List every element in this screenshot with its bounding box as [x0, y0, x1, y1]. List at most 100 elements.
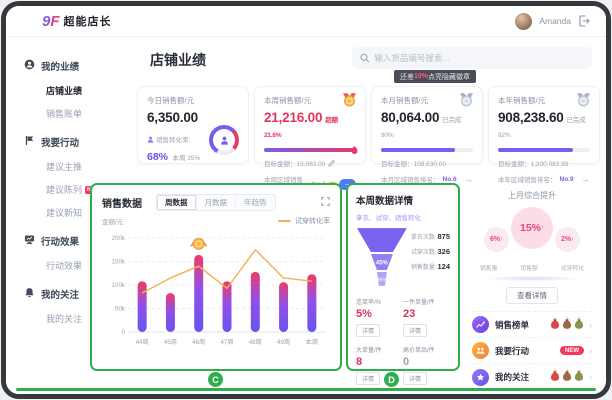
annotation-marker-d: D: [384, 372, 399, 387]
kpi-row: 今日销售额/元 6,350.00 销售转化率: 68% 本周 35% 本周销售额…: [137, 86, 600, 194]
money-bag-icon: [563, 316, 571, 329]
up-arrow-icon: ↑: [541, 225, 544, 231]
detail-button[interactable]: 详情: [356, 324, 381, 337]
rank-row: 本年区域销售排名： No.9 →: [498, 174, 590, 184]
chart-tab[interactable]: 年趋势: [236, 194, 275, 210]
kpi-value: 80,064.00 已完成 80%: [381, 110, 462, 139]
legend-line-swatch: [278, 220, 291, 222]
sidebar-item[interactable]: 建议新知: [46, 208, 83, 218]
person-icon: [147, 136, 154, 143]
improvement-title: 上月综合提升: [508, 191, 556, 200]
svg-text:49周: 49周: [277, 339, 290, 346]
expand-icon[interactable]: [321, 193, 330, 211]
nav-row-label: 我的关注: [495, 372, 530, 382]
bell-icon: [24, 287, 35, 301]
silver-medal-icon: [576, 92, 591, 113]
monitor-icon: [24, 234, 35, 248]
left-stat-bubble: 6% ↑: [484, 227, 509, 252]
kpi-card-year-sales: 本年销售额/元 908,238.60 已完成 82% 目标金额：1,200,083…: [488, 86, 600, 184]
funnel-stage: 拿衣次数:875: [410, 232, 450, 241]
svg-text:150k: 150k: [112, 259, 126, 266]
nav-row-sales-ranking[interactable]: 销售榜单 ›: [472, 312, 592, 338]
detail-button[interactable]: 详情: [356, 372, 381, 385]
svg-text:100k: 100k: [112, 282, 126, 289]
svg-text:48周: 48周: [249, 339, 262, 346]
tooltip-text: 点亮隐藏徽章: [428, 73, 471, 81]
stat-labels: 销售量 销售额 试穿转化: [480, 266, 584, 272]
svg-text:200k: 200k: [112, 235, 126, 242]
nav-row-label: 我要行动: [495, 345, 530, 356]
nav-row-label: 销售榜单: [495, 319, 530, 330]
flame-icon: [351, 141, 358, 159]
kpi-tag: 已完成 80%: [381, 117, 462, 139]
kpi-card-today-sales: 今日销售额/元 6,350.00 销售转化率: 68% 本周 35%: [137, 86, 249, 164]
funnel-stat-cell: 高价单品/件 0 详情: [403, 348, 435, 385]
funnel-subtitle: 拿衣、试穿、销售转化: [356, 215, 421, 222]
user-icon: [24, 59, 35, 73]
view-details-button[interactable]: 查看详情: [506, 287, 558, 304]
funnel-stage: 试穿次数:326: [410, 247, 450, 256]
goal-amount: 目标金额：15,082.00: [264, 158, 356, 168]
sidebar-item[interactable]: 销售账单: [46, 109, 83, 119]
funnel-stats-grid: 连单率/% 5% 详情 一件单量/件 23 详情 大单量/件 8 详情 高价单品/件 0 详情: [356, 297, 450, 386]
sidebar-group-header[interactable]: 我的关注: [24, 287, 126, 301]
logout-icon[interactable]: [578, 15, 590, 27]
detail-button[interactable]: 详情: [403, 324, 428, 337]
main-stat-bubble: 15% ↑: [511, 207, 553, 249]
gold-medal-icon: [342, 92, 357, 113]
nav-row-actions[interactable]: 我要行动 NEW ›: [472, 338, 592, 364]
chart-tab[interactable]: 月数据: [196, 194, 236, 210]
kpi-value: 908,238.60 已完成 82%: [498, 110, 586, 139]
chart-title: 销售数据: [102, 198, 142, 210]
team-icon: [472, 342, 489, 359]
sidebar-item[interactable]: 建议主推: [46, 162, 83, 172]
page-title: 店铺业绩: [150, 52, 206, 68]
funnel-chart: 45% 36%: [356, 228, 407, 286]
search-input[interactable]: [374, 53, 584, 63]
chevron-right-icon: ›: [589, 372, 592, 382]
svg-text:44周: 44周: [136, 339, 149, 346]
up-arrow-icon: ↑: [500, 236, 504, 243]
tooltip-highlight: 10%: [414, 73, 429, 80]
sidebar-item[interactable]: 店铺业绩: [46, 86, 83, 96]
edit-pencil-icon[interactable]: [328, 159, 336, 167]
kpi-label: 本年销售额/元: [498, 96, 546, 105]
svg-text:47周: 47周: [220, 339, 233, 346]
sidebar-group-header[interactable]: 我要行动: [24, 135, 126, 149]
badge-hint-tooltip: 还差 10% 点亮隐藏徽章: [394, 70, 477, 83]
bar-line-chart: 0 50k 100k 150k 200k 44周 45周 46周 47周 48周 49周 本周: [112, 235, 326, 346]
chevron-right-icon: ›: [589, 319, 592, 330]
kpi-label: 本月销售额/元: [381, 96, 429, 105]
detail-button[interactable]: 详情: [403, 372, 428, 385]
top-header: 9F 超能店长 Amanda: [6, 6, 606, 37]
avatar[interactable]: [515, 12, 533, 30]
go-arrow[interactable]: →: [581, 174, 590, 184]
money-bag-icon: [563, 369, 571, 381]
svg-text:0: 0: [122, 329, 126, 336]
goal-progress-bar: [498, 148, 590, 152]
sidebar-item[interactable]: 行动效果: [46, 261, 83, 271]
money-bag-icon: [551, 369, 559, 381]
funnel-stat-cell: 连单率/% 5% 详情: [356, 300, 382, 337]
divider: [472, 311, 592, 312]
rank-row: 本月区域销售排名： No.6 →: [381, 174, 473, 184]
goal-progress-bar: [264, 146, 358, 154]
chart-tab[interactable]: 周数据: [157, 194, 197, 210]
money-bag-icon: [575, 316, 583, 329]
svg-text:46周: 46周: [192, 339, 205, 346]
svg-text:45周: 45周: [164, 339, 177, 346]
star-icon: [472, 368, 489, 386]
funnel-stage: 销售数量:124: [410, 262, 450, 271]
decorative-shadow: [484, 276, 580, 281]
money-bag-icon: [575, 369, 583, 381]
nav-row-following[interactable]: 我的关注 ›: [472, 364, 592, 390]
go-arrow[interactable]: →: [464, 174, 473, 184]
money-bag-icon: [551, 316, 559, 329]
sidebar-item[interactable]: 我的关注: [46, 314, 83, 324]
sidebar-group-header[interactable]: 我的业绩: [24, 59, 126, 73]
logo-mark: 9F: [42, 12, 60, 30]
sidebar-group-header[interactable]: 行动效果: [24, 234, 126, 248]
svg-text:本周: 本周: [306, 338, 318, 346]
svg-text:50k: 50k: [115, 306, 126, 313]
